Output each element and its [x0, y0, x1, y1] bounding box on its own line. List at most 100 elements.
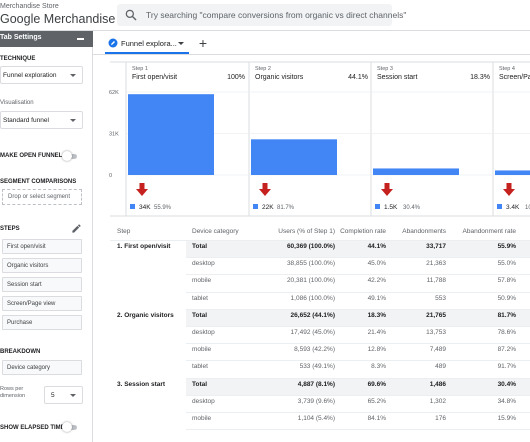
visualisation-dropdown[interactable]: Standard funnel	[0, 111, 83, 129]
table-abandon-rate-cell: 91.7%	[497, 363, 516, 371]
step-name: Organic visitors	[255, 74, 304, 81]
table-users-cell: 26,652 (44.1%)	[290, 311, 335, 319]
elapsed-time-toggle[interactable]	[62, 422, 78, 432]
rows-per-dimension-value: 5	[51, 392, 55, 399]
breakdown-chip[interactable]: Device category	[2, 360, 82, 375]
table-completion-cell: 65.2%	[367, 397, 386, 405]
table-header-cell: Completion rate	[340, 228, 386, 235]
pencil-icon[interactable]	[71, 223, 82, 234]
table-users-cell: 1,086 (100.0%)	[290, 294, 335, 302]
app-title[interactable]: Google Merchandise Store	[0, 12, 149, 26]
table-row-divider	[186, 360, 530, 362]
search-placeholder: Try searching "compare conversions from …	[146, 10, 407, 20]
table-step-name: 3. Session start	[117, 380, 166, 388]
table-row-total-bg	[186, 378, 530, 395]
tab-settings-title: Tab Settings	[0, 34, 42, 41]
table-row-divider	[186, 274, 530, 276]
table-users-cell: 20,381 (100.0%)	[286, 277, 335, 285]
table-abandonments-cell: 13,753	[426, 329, 446, 336]
table-users-cell: 60,369 (100.0%)	[286, 243, 335, 250]
table-completion-cell: 49.1%	[367, 294, 386, 302]
step-name: First open/visit	[132, 74, 177, 81]
search-input[interactable]: Try searching "compare conversions from …	[117, 4, 406, 26]
rows-per-dimension-label: Rows per dimension	[0, 386, 26, 399]
table-row-divider	[186, 412, 530, 413]
rows-per-dimension-dropdown[interactable]: 5	[44, 386, 83, 404]
table-header-divider	[110, 240, 530, 241]
table-abandonments-cell: 553	[435, 294, 446, 302]
table-device-cell: tablet	[192, 363, 208, 371]
table-row-divider	[186, 326, 530, 327]
table-users-cell: 4,887 (8.1%)	[297, 380, 335, 388]
collapse-icon[interactable]	[77, 38, 84, 40]
abandonment-swatch	[375, 204, 380, 209]
property-name[interactable]: Merchandise Store	[0, 3, 59, 10]
table-abandon-rate-cell: 55.9%	[497, 243, 516, 250]
table-abandon-rate-cell: 30.4%	[497, 380, 516, 388]
table-abandon-rate-cell: 55.0%	[497, 260, 516, 268]
table-abandon-rate-cell: 78.6%	[497, 329, 516, 336]
chevron-down-icon	[70, 119, 76, 122]
table-header-cell: Abandonment rate	[462, 228, 516, 235]
abandonment-pct: 10	[525, 205, 530, 211]
abandonment-arrow-icon	[381, 183, 393, 196]
table-header-cell: Device category	[192, 228, 239, 235]
table-device-cell: mobile	[192, 415, 212, 422]
abandonment-value: 22K	[262, 204, 274, 211]
step-chip[interactable]: Session start	[2, 277, 82, 292]
add-tab-button[interactable]: +	[198, 35, 208, 51]
table-users-cell: 38,855 (100.0%)	[286, 260, 335, 268]
table-abandon-rate-cell: 34.8%	[497, 397, 516, 405]
table-header-cell: Users (% of Step 1)	[278, 228, 335, 235]
table-abandonments-cell: 21,765	[426, 311, 446, 319]
table-completion-cell: 44.1%	[367, 243, 386, 250]
tab-settings-header: Tab Settings	[0, 31, 93, 47]
search-icon	[125, 9, 137, 21]
table-users-cell: 17,492 (45.0%)	[290, 329, 335, 336]
step-chip[interactable]: Organic visitors	[2, 258, 82, 273]
table-completion-cell: 21.4%	[367, 329, 386, 336]
step-chip[interactable]: Purchase	[2, 315, 82, 330]
table-completion-cell: 42.2%	[367, 277, 386, 285]
table-completion-cell: 8.3%	[371, 363, 386, 371]
abandonment-swatch	[253, 204, 258, 209]
table-row-divider	[186, 291, 530, 293]
step-name: Session start	[377, 74, 418, 81]
table-abandonments-cell: 489	[435, 363, 446, 371]
technique-value: Funnel exploration	[3, 72, 57, 79]
table-completion-cell: 12.8%	[367, 346, 386, 354]
breakdown-label: BREAKDOWN	[0, 349, 41, 355]
table-abandonments-cell: 21,363	[426, 260, 446, 268]
table-completion-cell: 45.0%	[367, 260, 386, 268]
table-abandonments-cell: 11,788	[426, 277, 446, 285]
table-row-divider	[186, 257, 530, 259]
technique-label: TECHNIQUE	[0, 56, 36, 62]
open-funnel-label: MAKE OPEN FUNNEL	[0, 153, 63, 159]
abandonment-pct: 55.9%	[154, 205, 172, 211]
segment-comparisons-label: SEGMENT COMPARISONS	[0, 179, 77, 185]
table-abandonments-cell: 1,302	[429, 397, 446, 405]
visualisation-label: Visualisation	[0, 100, 34, 106]
y-tick-label: 31K	[109, 132, 119, 138]
tab-funnel-exploration[interactable]: Funnel explora...	[105, 33, 189, 54]
table-step-name: 1. First open/visit	[117, 243, 171, 250]
step-chip[interactable]: First open/visit	[2, 239, 82, 254]
abandonment-value: 1.5K	[384, 204, 398, 211]
abandonment-swatch	[130, 204, 135, 209]
table-users-cell: 3,739 (9.6%)	[297, 397, 335, 405]
step-number: Step 1	[132, 66, 148, 72]
segment-drop-zone[interactable]: Drop or select segment	[2, 189, 82, 205]
table-abandon-rate-cell: 81.7%	[497, 311, 516, 319]
chevron-down-icon[interactable]	[178, 42, 184, 45]
abandonment-arrow-icon	[136, 183, 148, 196]
table-completion-cell: 84.1%	[367, 415, 386, 422]
step-chip[interactable]: Screen/Page view	[2, 296, 82, 311]
funnel-bar	[251, 139, 337, 175]
funnel-bar	[128, 94, 214, 175]
open-funnel-toggle[interactable]	[62, 151, 78, 161]
step-completion-pct: 44.1%	[348, 74, 368, 81]
table-abandonments-cell: 33,717	[426, 243, 446, 250]
funnel-bar	[495, 170, 530, 175]
technique-dropdown[interactable]: Funnel exploration	[0, 66, 83, 84]
table-row-divider	[186, 377, 530, 379]
